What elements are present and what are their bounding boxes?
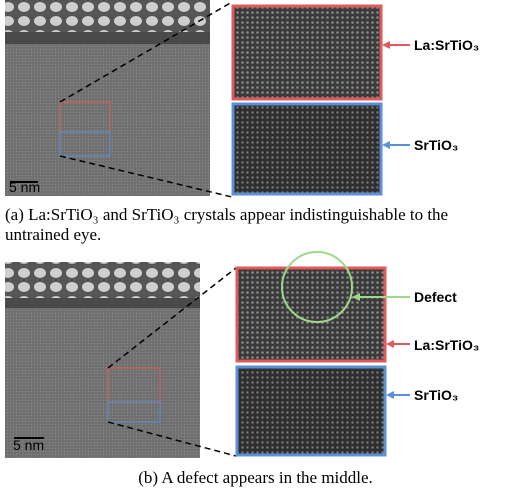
caption: (a) La:SrTiO₃ and SrTiO₃ crystals appear…: [5, 205, 505, 245]
label: La:SrTiO₃: [414, 337, 479, 353]
scale-label: 5 nm: [13, 437, 44, 453]
label: La:SrTiO₃: [414, 37, 479, 53]
figure: 5 nm La:SrTiO₃ SrTiO₃ 5 nm Defect La:SrT…: [0, 0, 511, 497]
zoom-bottom: [233, 104, 381, 194]
panel-b-image: [5, 262, 200, 458]
figure-graphics: 5 nm La:SrTiO₃ SrTiO₃ 5 nm Defect La:SrT…: [0, 0, 511, 497]
zoom-top: [233, 6, 381, 99]
arrowhead: [382, 41, 390, 49]
label: SrTiO₃: [414, 387, 458, 403]
panel-a-image: [5, 0, 210, 196]
label: Defect: [414, 289, 457, 305]
caption: (b) A defect appears in the middle.: [0, 468, 511, 488]
arrowhead: [382, 141, 390, 149]
arrowhead: [386, 340, 394, 348]
scale-label: 5 nm: [9, 179, 40, 195]
zoom-top: [237, 268, 385, 361]
arrowhead: [386, 391, 394, 399]
label: SrTiO₃: [414, 137, 458, 153]
zoom-bottom: [237, 367, 385, 455]
